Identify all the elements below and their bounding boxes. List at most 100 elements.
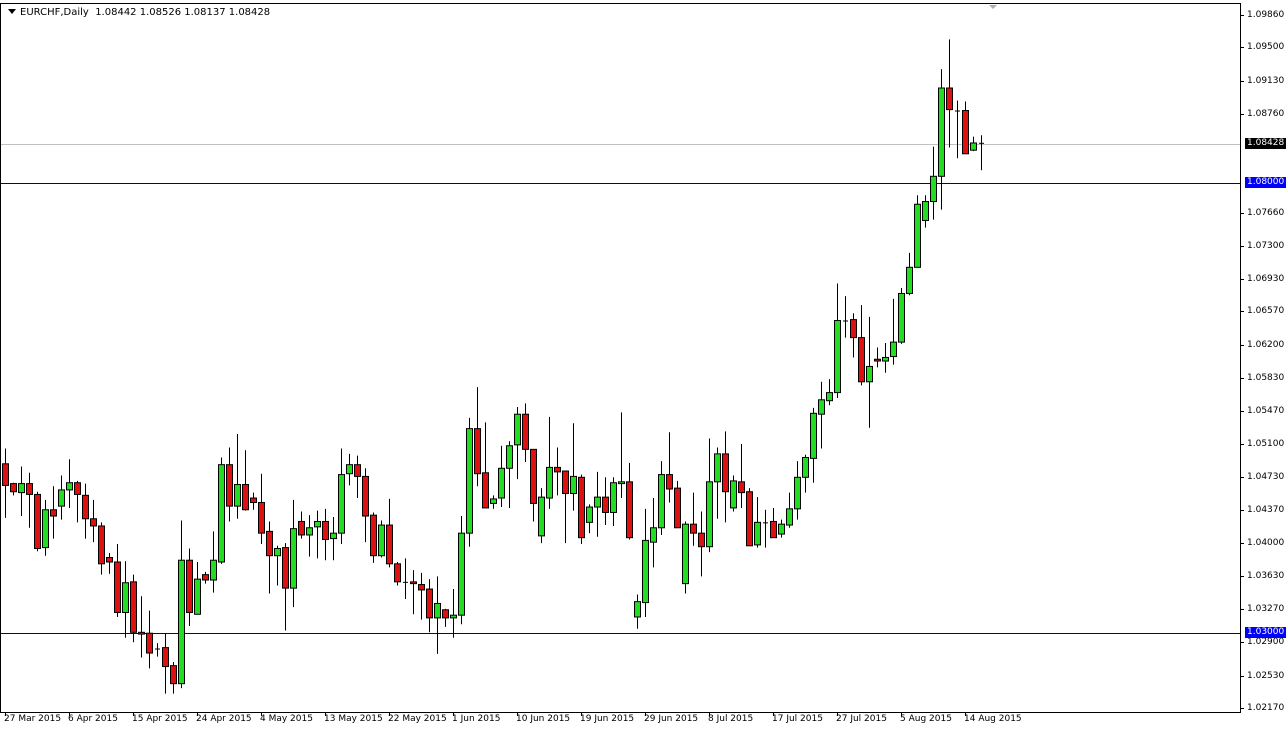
candle bbox=[306, 515, 313, 557]
candle-body-bear bbox=[298, 520, 305, 536]
candle-body-bull bbox=[610, 482, 617, 513]
candle-body-bull bbox=[450, 614, 457, 619]
candle-body-bull bbox=[546, 466, 553, 499]
candle bbox=[282, 543, 289, 631]
candle bbox=[234, 434, 241, 519]
chart-header: EURCHF,Daily 1.08442 1.08526 1.08137 1.0… bbox=[8, 7, 270, 18]
candle-body-bear bbox=[562, 470, 569, 495]
candle bbox=[850, 313, 857, 358]
candle bbox=[66, 459, 73, 508]
candle-body-bear bbox=[738, 481, 745, 494]
candle bbox=[346, 453, 353, 486]
candle bbox=[178, 520, 185, 689]
candle bbox=[418, 572, 425, 620]
candle bbox=[634, 594, 641, 629]
candle bbox=[570, 423, 577, 511]
candle-body-bear bbox=[186, 559, 193, 613]
candle-body-bear bbox=[226, 464, 233, 507]
x-tick-label: 27 Jul 2015 bbox=[836, 714, 887, 724]
candle bbox=[546, 416, 553, 509]
candle-body-bull bbox=[922, 201, 929, 221]
candle bbox=[10, 482, 17, 496]
candle-body-bull bbox=[642, 539, 649, 604]
candle-body-bear bbox=[162, 647, 169, 668]
candle-body-bull bbox=[970, 142, 977, 151]
candle bbox=[802, 454, 809, 493]
candle-body-bear bbox=[674, 487, 681, 529]
candle bbox=[650, 498, 657, 568]
candle bbox=[458, 516, 465, 625]
candle bbox=[434, 576, 441, 654]
candle bbox=[474, 387, 481, 487]
candle-body-bear bbox=[418, 584, 425, 591]
candle bbox=[866, 316, 873, 428]
candle bbox=[90, 499, 97, 543]
candle bbox=[738, 443, 745, 508]
x-tick-label: 22 May 2015 bbox=[388, 714, 447, 724]
candle-body-bull bbox=[802, 456, 809, 478]
candle-body-bull bbox=[274, 547, 281, 557]
candle bbox=[386, 498, 393, 568]
candle bbox=[130, 574, 137, 643]
candle bbox=[226, 447, 233, 522]
candle-body-bear bbox=[522, 413, 529, 450]
x-tick-label: 13 May 2015 bbox=[324, 714, 383, 724]
candle-body-bear bbox=[266, 530, 273, 557]
x-tick-label: 27 Mar 2015 bbox=[4, 714, 62, 724]
candle bbox=[770, 507, 777, 539]
candle-body-bull bbox=[834, 319, 841, 394]
candle-body-bear bbox=[370, 514, 377, 557]
candle-body-bear bbox=[746, 491, 753, 547]
candle-body-bull bbox=[658, 474, 665, 529]
candle bbox=[146, 610, 153, 669]
candle bbox=[554, 447, 561, 496]
candle bbox=[722, 431, 729, 523]
candle-body-bear bbox=[106, 557, 113, 563]
candle-body-bull bbox=[306, 527, 313, 536]
candle bbox=[403, 558, 408, 599]
candle-body-bull bbox=[618, 481, 625, 485]
candle-body-bear bbox=[98, 525, 105, 565]
x-tick-label: 4 May 2015 bbox=[260, 714, 313, 724]
candle-body-bear bbox=[442, 609, 449, 619]
y-tick-label: 1.07660 bbox=[1247, 207, 1285, 218]
candle-body-bear bbox=[666, 474, 673, 490]
candle bbox=[970, 136, 977, 152]
symbol-label: EURCHF,Daily bbox=[20, 7, 89, 18]
y-tick-label: 1.04730 bbox=[1247, 471, 1285, 482]
candle bbox=[50, 486, 57, 539]
candle-body-bull bbox=[490, 498, 497, 504]
candle-body-bear bbox=[386, 524, 393, 565]
chart-shift-marker-icon[interactable] bbox=[989, 5, 997, 9]
candle-body-bull bbox=[930, 175, 937, 203]
candle bbox=[698, 511, 705, 577]
x-tick-label: 6 Apr 2015 bbox=[68, 714, 118, 724]
candle bbox=[34, 491, 41, 552]
y-tick-label: 1.03270 bbox=[1247, 603, 1285, 614]
candle bbox=[794, 461, 801, 520]
candle-body-bull bbox=[122, 582, 129, 613]
candle bbox=[218, 457, 225, 564]
candle bbox=[162, 633, 169, 694]
candle bbox=[106, 552, 113, 574]
candle-body-bull bbox=[234, 484, 241, 507]
candle bbox=[122, 561, 129, 638]
candle bbox=[843, 296, 848, 338]
y-tick-label: 1.05100 bbox=[1247, 438, 1285, 449]
candle-body-bull bbox=[786, 508, 793, 526]
candle-body-bull bbox=[42, 509, 49, 549]
candle bbox=[778, 519, 785, 538]
candle-body-bear bbox=[962, 110, 969, 155]
candle-body-bear bbox=[202, 574, 209, 581]
candle-body-bear bbox=[130, 581, 137, 633]
candle-body-bear bbox=[354, 464, 361, 477]
candle-body-bear bbox=[322, 520, 329, 540]
candle-body-bull bbox=[570, 475, 577, 495]
collapse-triangle-icon[interactable] bbox=[8, 9, 16, 14]
candle-body-bull bbox=[906, 266, 913, 294]
candle bbox=[354, 455, 361, 499]
candle-body-bear bbox=[426, 588, 433, 619]
candle bbox=[530, 448, 537, 522]
candle bbox=[330, 516, 337, 561]
